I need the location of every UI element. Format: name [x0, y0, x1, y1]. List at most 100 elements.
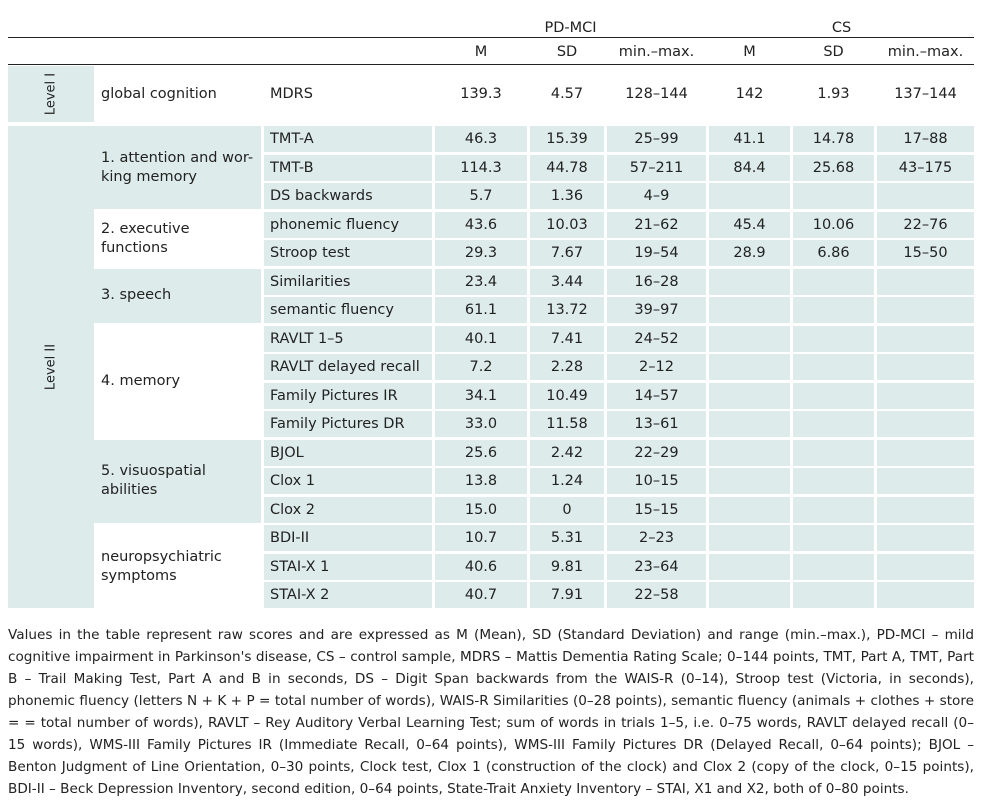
table-cell [877, 582, 974, 608]
table-cell: 7.91 [530, 582, 604, 608]
table-cell: 25.68 [793, 154, 874, 181]
test-name: Family Pictures DR [264, 411, 432, 437]
table-cell [793, 553, 874, 580]
header-bottom-rule [8, 64, 974, 65]
table-cell [793, 268, 874, 295]
table-cell [709, 582, 790, 608]
table-cell: 57–211 [607, 154, 706, 181]
table-cell: 16–28 [607, 268, 706, 295]
table-cell: 13.8 [435, 468, 527, 494]
table-cell: 2–12 [607, 354, 706, 380]
table-cell: 4.57 [550, 86, 584, 102]
table-cell: 14–57 [607, 382, 706, 409]
test-name: MDRS [270, 86, 313, 102]
table-cell [709, 325, 790, 352]
domain-label: neuropsychiatric symptoms [101, 548, 222, 586]
table-cell [793, 468, 874, 494]
table-cell [877, 525, 974, 551]
table-cell [709, 525, 790, 551]
table-cell: 43–175 [877, 154, 974, 181]
table-cell: 61.1 [435, 297, 527, 323]
table-cell: 40.7 [435, 582, 527, 608]
table-cell: 33.0 [435, 411, 527, 437]
domain-label-line: 2. executive [101, 220, 190, 237]
domain-cell-shade [94, 268, 261, 323]
test-name: TMT-A [264, 126, 432, 152]
domain-label: global cognition [101, 86, 217, 102]
table-cell [877, 354, 974, 380]
table-cell: 15.0 [435, 496, 527, 523]
table-cell: 39–97 [607, 297, 706, 323]
table-cell [709, 297, 790, 323]
table-cell [793, 411, 874, 437]
table-cell: 45.4 [709, 211, 790, 238]
table-cell: 139.3 [460, 86, 502, 102]
domain-label-line: neuropsychiatric [101, 548, 222, 565]
column-header: min.–max. [618, 44, 695, 60]
column-header: SD [823, 44, 844, 60]
table-cell: 44.78 [530, 154, 604, 181]
table-cell [709, 553, 790, 580]
table-cell: 7.41 [530, 325, 604, 352]
domain-label-line: abilities [101, 482, 158, 498]
table-cell: 17–88 [877, 126, 974, 152]
table-cell: 142 [735, 86, 764, 102]
table-cell: 6.86 [793, 240, 874, 266]
domain-label-line: 3. speech [101, 287, 172, 304]
table-cell: 13–61 [607, 411, 706, 437]
table-cell: 2.28 [530, 354, 604, 380]
table-cell: 10–15 [607, 468, 706, 494]
test-name: STAI-X 2 [264, 582, 432, 608]
header-top-rule [8, 37, 974, 38]
table-cell: 34.1 [435, 382, 527, 409]
test-name: semantic fluency [264, 297, 432, 323]
test-name: TMT-B [264, 154, 432, 181]
table-cell [793, 582, 874, 608]
table-cell: 14.78 [793, 126, 874, 152]
domain-cell-shade [94, 126, 261, 209]
test-name: RAVLT delayed recall [264, 354, 432, 380]
domain-label: 5. visuospatial abilities [101, 462, 206, 500]
table-cell: 1.24 [530, 468, 604, 494]
domain-cell-shade [94, 439, 261, 523]
table-cell [709, 468, 790, 494]
table-cell [793, 525, 874, 551]
table-cell: 40.1 [435, 325, 527, 352]
table-cell: 128–144 [625, 86, 688, 102]
table-cell [793, 496, 874, 523]
table-cell: 22–29 [607, 439, 706, 466]
table-cell [877, 468, 974, 494]
table-cell: 19–54 [607, 240, 706, 266]
table-cell [793, 325, 874, 352]
table-cell [877, 496, 974, 523]
table-cell [793, 183, 874, 209]
test-name: Clox 2 [264, 496, 432, 523]
table-cell [877, 382, 974, 409]
table-cell: 29.3 [435, 240, 527, 266]
test-name: RAVLT 1–5 [264, 325, 432, 352]
table-cell: 24–52 [607, 325, 706, 352]
column-header: M [743, 44, 756, 60]
table-cell: 1.93 [817, 86, 850, 102]
test-name: BDI-II [264, 525, 432, 551]
test-name: Stroop test [264, 240, 432, 266]
group-header-pd-mci: PD-MCI [544, 20, 597, 36]
test-name: DS backwards [264, 183, 432, 209]
table-cell [793, 354, 874, 380]
table-cell [709, 183, 790, 209]
table-cell: 43.6 [435, 211, 527, 238]
table-cell: 25–99 [607, 126, 706, 152]
test-name: Family Pictures IR [264, 382, 432, 409]
domain-label-line: 4. memory [101, 372, 181, 389]
table-cell: 84.4 [709, 154, 790, 181]
table-cell [709, 439, 790, 466]
table-cell: 10.49 [530, 382, 604, 409]
table-cell: 10.06 [793, 211, 874, 238]
table-cell [793, 297, 874, 323]
level-ii-label: Level II [43, 343, 59, 391]
table-cell: 23.4 [435, 268, 527, 295]
level-i-label: Level I [43, 72, 59, 116]
table-cell [709, 354, 790, 380]
domain-label-line: functions [101, 239, 168, 256]
